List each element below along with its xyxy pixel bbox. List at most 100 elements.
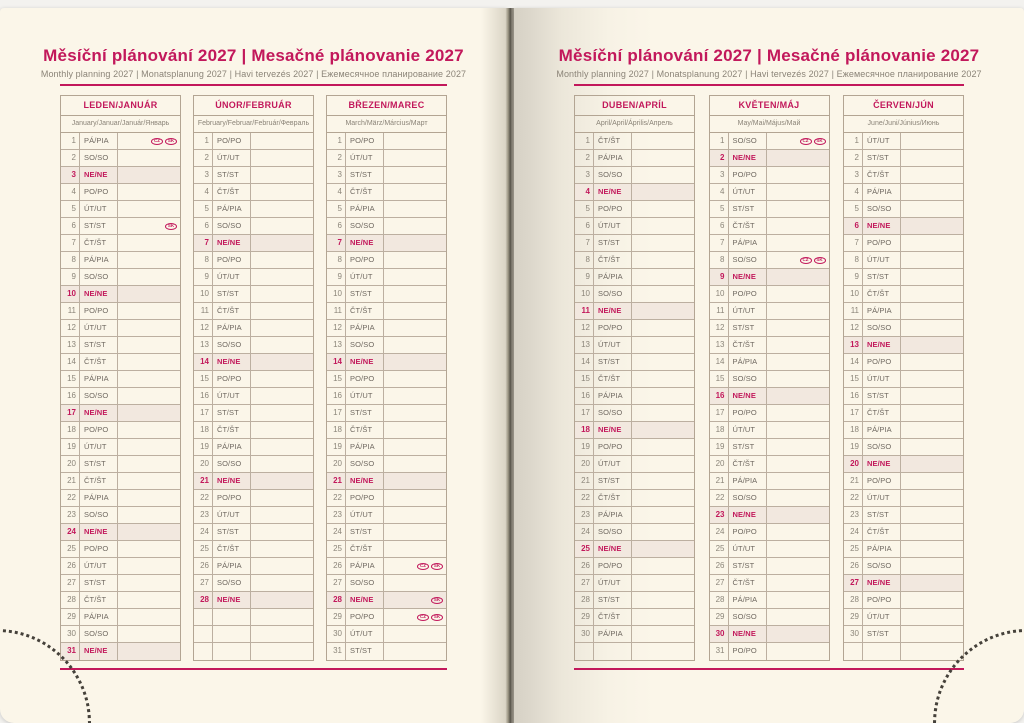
header-rule xyxy=(574,84,964,86)
day-name-cell: SO/SO xyxy=(594,167,632,183)
day-row: 8 PO/PO xyxy=(327,252,446,269)
notes-cell xyxy=(251,541,313,557)
day-name-cell: ÚT/UT xyxy=(80,201,118,217)
day-row: 15 ÚT/UT xyxy=(844,371,963,388)
day-number-cell: 18 xyxy=(575,422,594,438)
day-number-cell: 7 xyxy=(710,235,729,251)
notes-cell xyxy=(118,558,180,574)
day-name-cell: PO/PO xyxy=(729,405,767,421)
day-name-cell: ČT/ŠT xyxy=(80,473,118,489)
notes-cell xyxy=(384,507,446,523)
notes-cell xyxy=(118,320,180,336)
day-number-cell: 24 xyxy=(575,524,594,540)
day-number-cell: 8 xyxy=(327,252,346,268)
day-row: 30 NE/NE xyxy=(709,626,829,643)
day-number-cell: 15 xyxy=(61,371,80,387)
notes-cell xyxy=(632,201,694,217)
day-name-cell: PO/PO xyxy=(594,439,632,455)
day-number-cell: 31 xyxy=(710,643,729,660)
day-name-cell: SO/SO xyxy=(80,150,118,166)
day-row: 28 PO/PO xyxy=(844,592,963,609)
notes-cell xyxy=(251,218,313,234)
notes-cell xyxy=(118,490,180,506)
day-row: 7 NE/NE xyxy=(327,235,446,252)
day-name-cell: SO/SO xyxy=(80,626,118,642)
day-name-cell: SO/SO xyxy=(863,320,901,336)
day-name-cell: NE/NE xyxy=(80,643,118,660)
day-number-cell: 22 xyxy=(710,490,729,506)
day-number-cell: 12 xyxy=(327,320,346,336)
day-row: 19 SO/SO xyxy=(844,439,963,456)
day-name-cell: ČT/ŠT xyxy=(346,303,384,319)
day-row: 11 NE/NE xyxy=(575,303,694,320)
day-row: 12 ÚT/UT xyxy=(61,320,180,337)
notes-cell xyxy=(118,456,180,472)
month-languages: January/Januar/Január/Январь xyxy=(61,116,180,133)
day-row: 1 ČT/ŠT xyxy=(575,133,694,150)
day-row: 29 PÁ/PIA xyxy=(61,609,180,626)
day-number-cell: 1 xyxy=(575,133,594,149)
day-row: 3 NE/NE xyxy=(61,167,180,184)
day-row: 11 ČT/ŠT xyxy=(194,303,313,320)
notes-cell xyxy=(118,184,180,200)
day-name-cell: ST/ST xyxy=(863,626,901,642)
day-number-cell: 15 xyxy=(327,371,346,387)
day-name-cell: ÚT/UT xyxy=(80,439,118,455)
day-number-cell: 18 xyxy=(61,422,80,438)
day-row: 6 ÚT/UT xyxy=(575,218,694,235)
day-number-cell: 27 xyxy=(710,575,729,591)
day-row: 31 NE/NE xyxy=(61,643,180,660)
notes-cell xyxy=(632,320,694,336)
day-name-cell xyxy=(213,609,251,625)
day-number-cell: 7 xyxy=(61,235,80,251)
day-name-cell: ČT/ŠT xyxy=(594,609,632,625)
day-row: 8 ÚT/UT xyxy=(844,252,963,269)
notes-cell xyxy=(384,201,446,217)
day-name-cell: SO/SO xyxy=(594,524,632,540)
notes-cell xyxy=(251,388,313,404)
day-number-cell: 10 xyxy=(61,286,80,302)
day-number-cell: 11 xyxy=(61,303,80,319)
day-row: 28 ST/ST xyxy=(575,592,694,609)
empty-row xyxy=(194,643,313,660)
day-name-cell xyxy=(213,626,251,642)
day-name-cell: PÁ/PIA xyxy=(594,269,632,285)
notes-cell xyxy=(632,133,694,149)
notes-cell xyxy=(632,490,694,506)
day-name-cell: NE/NE xyxy=(863,575,901,591)
day-row: 25 ÚT/UT xyxy=(709,541,829,558)
day-name-cell: SO/SO xyxy=(863,558,901,574)
day-name-cell: SO/SO xyxy=(729,609,767,625)
day-name-cell: SO/SO xyxy=(80,388,118,404)
day-name-cell: NE/NE xyxy=(729,388,767,404)
day-name-cell: NE/NE xyxy=(80,286,118,302)
notes-cell xyxy=(632,524,694,540)
day-name-cell: ČT/ŠT xyxy=(729,218,767,234)
day-name-cell: ST/ST xyxy=(80,575,118,591)
day-name-cell: PÁ/PIA xyxy=(80,133,118,149)
day-number-cell: 13 xyxy=(194,337,213,353)
day-name-cell xyxy=(594,643,632,660)
notes-cell xyxy=(901,456,963,472)
notes-cell xyxy=(251,252,313,268)
day-number-cell: 5 xyxy=(327,201,346,217)
day-name-cell: PÁ/PIA xyxy=(213,439,251,455)
day-number-cell: 8 xyxy=(194,252,213,268)
day-row: 21 NE/NE xyxy=(194,473,313,490)
day-number-cell: 20 xyxy=(844,456,863,472)
notes-cell xyxy=(118,592,180,608)
day-name-cell: PO/PO xyxy=(213,490,251,506)
day-name-cell: NE/NE xyxy=(863,456,901,472)
day-name-cell xyxy=(213,643,251,660)
notes-cell xyxy=(767,473,829,489)
day-name-cell: ST/ST xyxy=(346,643,384,660)
day-number-cell: 23 xyxy=(575,507,594,523)
day-number-cell: 9 xyxy=(61,269,80,285)
day-number-cell: 13 xyxy=(327,337,346,353)
notes-cell xyxy=(767,592,829,608)
day-row: 13 NE/NE xyxy=(844,337,963,354)
notes-cell xyxy=(901,422,963,438)
day-row: 18 ČT/ŠT xyxy=(327,422,446,439)
day-name-cell: ÚT/UT xyxy=(213,507,251,523)
day-name-cell: NE/NE xyxy=(729,269,767,285)
